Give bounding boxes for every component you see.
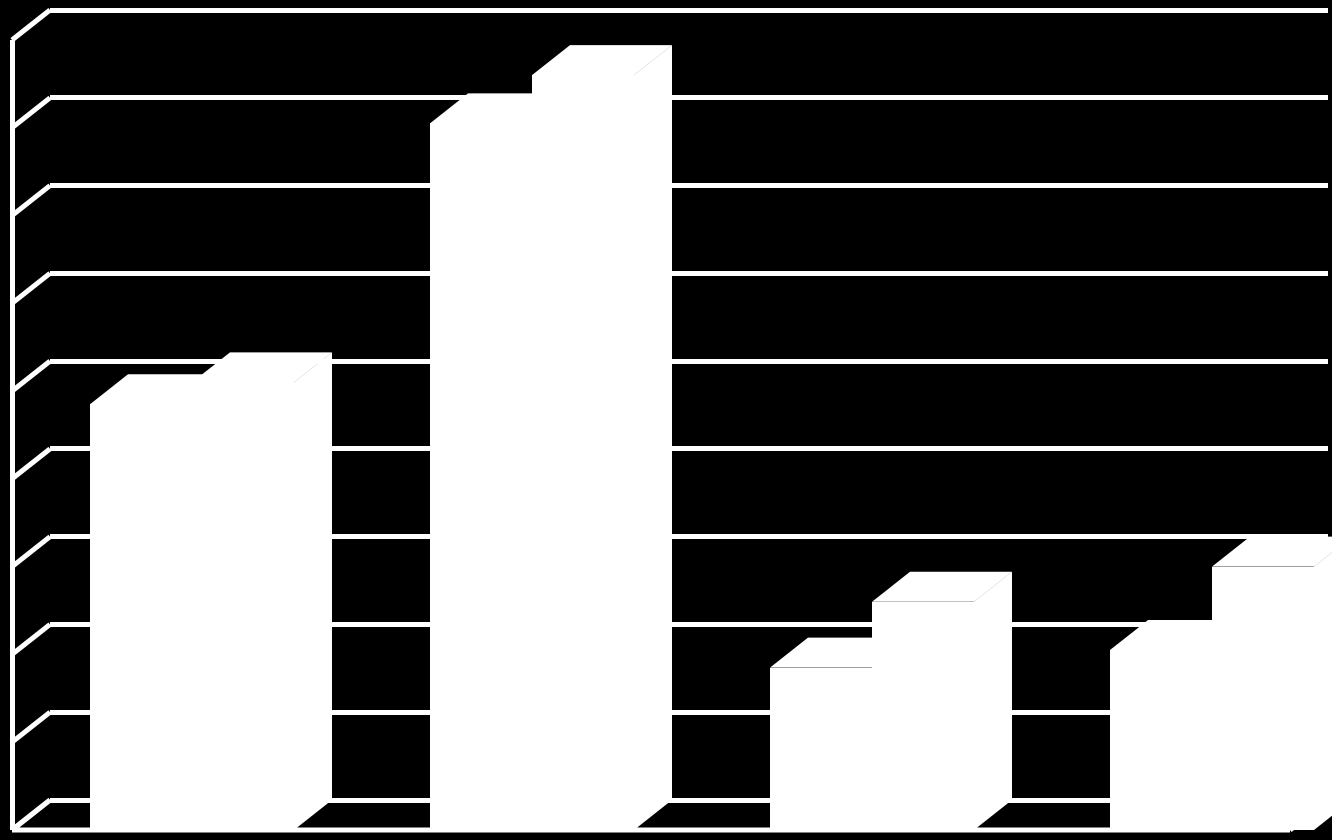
gridline	[50, 271, 1328, 276]
gridline	[50, 183, 1328, 188]
gridline	[50, 359, 1328, 364]
gridline	[50, 95, 1328, 100]
bar-front	[1212, 567, 1314, 830]
bar-front	[192, 382, 294, 830]
bar-front	[90, 404, 192, 830]
bar-front	[1110, 650, 1212, 830]
bar-front	[532, 75, 634, 830]
bar-front	[872, 602, 974, 830]
bar-front	[770, 668, 872, 830]
y-axis	[10, 40, 15, 830]
gridline	[50, 8, 1328, 13]
bar-front	[430, 123, 532, 830]
bar-chart	[0, 0, 1332, 840]
